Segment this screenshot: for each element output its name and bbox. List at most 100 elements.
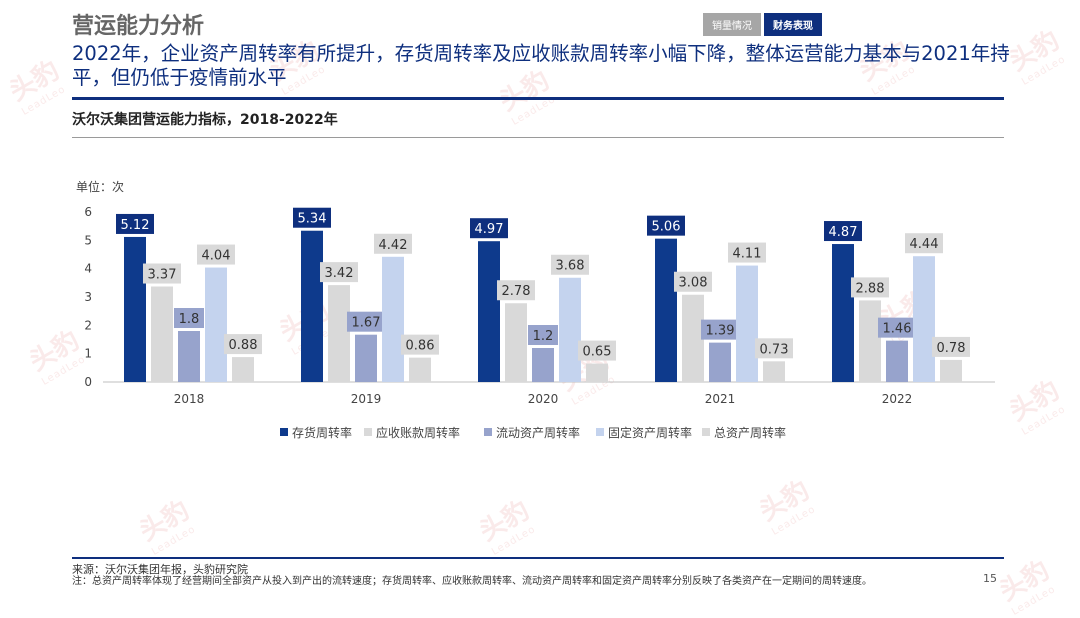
data-label-box: [320, 262, 358, 283]
data-label: 3.37: [148, 268, 177, 283]
data-label: 1.46: [883, 322, 912, 337]
y-tick-label: 5: [84, 233, 92, 247]
y-tick-label: 6: [84, 205, 92, 219]
chart-title: 沃尔沃集团营运能力指标，2018-2022年: [72, 112, 338, 128]
data-label: 2.88: [856, 281, 885, 296]
data-label: 0.78: [937, 341, 966, 356]
bar-2020-series-3: [532, 348, 554, 382]
y-tick-label: 0: [84, 375, 92, 389]
data-label: 3.08: [679, 276, 708, 291]
section-tabs: 销量情况 财务表现: [703, 13, 822, 36]
legend-swatch: [280, 428, 288, 436]
bar-2022-series-5: [940, 359, 962, 382]
bar-2021-series-1: [655, 238, 677, 382]
data-label-box: [755, 338, 793, 359]
bar-2018-series-3: [178, 331, 200, 382]
tab-sales[interactable]: 销量情况: [703, 13, 761, 36]
section-title: 营运能力分析: [72, 14, 205, 39]
y-tick-label: 3: [84, 290, 92, 304]
bar-2018-series-1: [124, 236, 146, 382]
tab-financial[interactable]: 财务表现: [764, 13, 822, 36]
y-tick-label: 4: [84, 262, 92, 276]
bar-2020-series-2: [505, 303, 527, 382]
data-label-box: [293, 207, 331, 228]
legend-entry: 流动资产周转率: [496, 425, 580, 440]
data-label-box: [401, 334, 439, 355]
data-label-box: [905, 233, 943, 254]
bar-2019-series-4: [382, 256, 404, 382]
data-label-box: [470, 218, 508, 239]
x-tick-label: 2018: [174, 392, 205, 406]
bar-2021-series-2: [682, 294, 704, 382]
data-label: 2.78: [502, 284, 531, 299]
bar-2022-series-3: [886, 340, 908, 382]
data-label: 3.68: [556, 259, 585, 274]
legend-swatch: [596, 428, 604, 436]
data-label: 0.73: [760, 342, 789, 357]
y-tick-label: 1: [84, 347, 92, 361]
bar-2021-series-5: [763, 361, 785, 382]
bar-2018-series-2: [151, 286, 173, 382]
data-label-box: [347, 311, 385, 332]
legend-entry: 存货周转率: [292, 425, 352, 440]
data-label-box: [528, 325, 558, 346]
bar-2018-series-4: [205, 267, 227, 382]
bar-2022-series-2: [859, 300, 881, 382]
data-label-box: [497, 280, 535, 301]
data-label-box: [197, 244, 235, 265]
bar-2019-series-3: [355, 334, 377, 382]
data-label: 4.11: [733, 247, 762, 262]
bar-2020-series-5: [586, 363, 608, 382]
bar-2020-series-4: [559, 277, 581, 382]
bar-2018-series-5: [232, 357, 254, 382]
data-label: 0.86: [406, 339, 435, 354]
data-label-box: [674, 271, 712, 292]
data-label-box: [701, 319, 739, 340]
page-headline: 2022年，企业资产周转率有所提升，存货周转率及应收账款周转率小幅下降，整体运营…: [72, 42, 1010, 89]
legend-entry: 应收账款周转率: [376, 425, 460, 440]
data-label: 4.87: [829, 225, 858, 240]
data-label: 1.39: [706, 324, 735, 339]
data-label-box: [174, 308, 204, 329]
bar-2019-series-5: [409, 357, 431, 382]
data-label: 5.06: [652, 220, 681, 235]
data-label: 1.67: [352, 316, 381, 331]
legend-swatch: [484, 428, 492, 436]
data-label-box: [824, 221, 862, 242]
legend-entry: 总资产周转率: [714, 425, 786, 440]
source-text: 来源：沃尔沃集团年报，头豹研究院: [72, 563, 248, 576]
data-label-box: [851, 277, 889, 298]
bar-2022-series-1: [832, 244, 854, 382]
footer-divider: [72, 557, 1004, 559]
data-label-box: [647, 215, 685, 236]
data-label: 0.88: [229, 338, 258, 353]
x-tick-label: 2019: [351, 392, 382, 406]
legend-swatch: [702, 428, 710, 436]
note-text: 注：总资产周转率体现了经营期间全部资产从投入到产出的流转速度；存货周转率、应收账…: [72, 576, 872, 587]
chart-title-divider: [72, 137, 1004, 138]
legend-entry: 固定资产周转率: [608, 425, 692, 440]
legend-swatch: [364, 428, 372, 436]
data-label-box: [224, 334, 262, 355]
data-label: 1.2: [533, 329, 554, 344]
data-label: 5.34: [298, 212, 327, 227]
data-label: 4.04: [202, 249, 231, 264]
bar-2020-series-1: [478, 241, 500, 382]
x-tick-label: 2022: [882, 392, 913, 406]
bar-2019-series-2: [328, 285, 350, 382]
title-divider: [72, 97, 1004, 100]
data-label: 4.42: [379, 238, 408, 253]
y-axis-unit-label: 单位：次: [76, 179, 124, 194]
bar-2019-series-1: [301, 230, 323, 382]
data-label: 0.65: [583, 345, 612, 360]
data-label: 4.97: [475, 222, 504, 237]
data-label-box: [932, 336, 970, 357]
x-tick-label: 2020: [528, 392, 559, 406]
data-label: 4.44: [910, 237, 939, 252]
data-label-box: [878, 317, 916, 338]
data-label-box: [578, 340, 616, 361]
data-label-box: [374, 233, 412, 254]
data-label: 5.12: [121, 218, 150, 233]
bar-2022-series-4: [913, 256, 935, 382]
